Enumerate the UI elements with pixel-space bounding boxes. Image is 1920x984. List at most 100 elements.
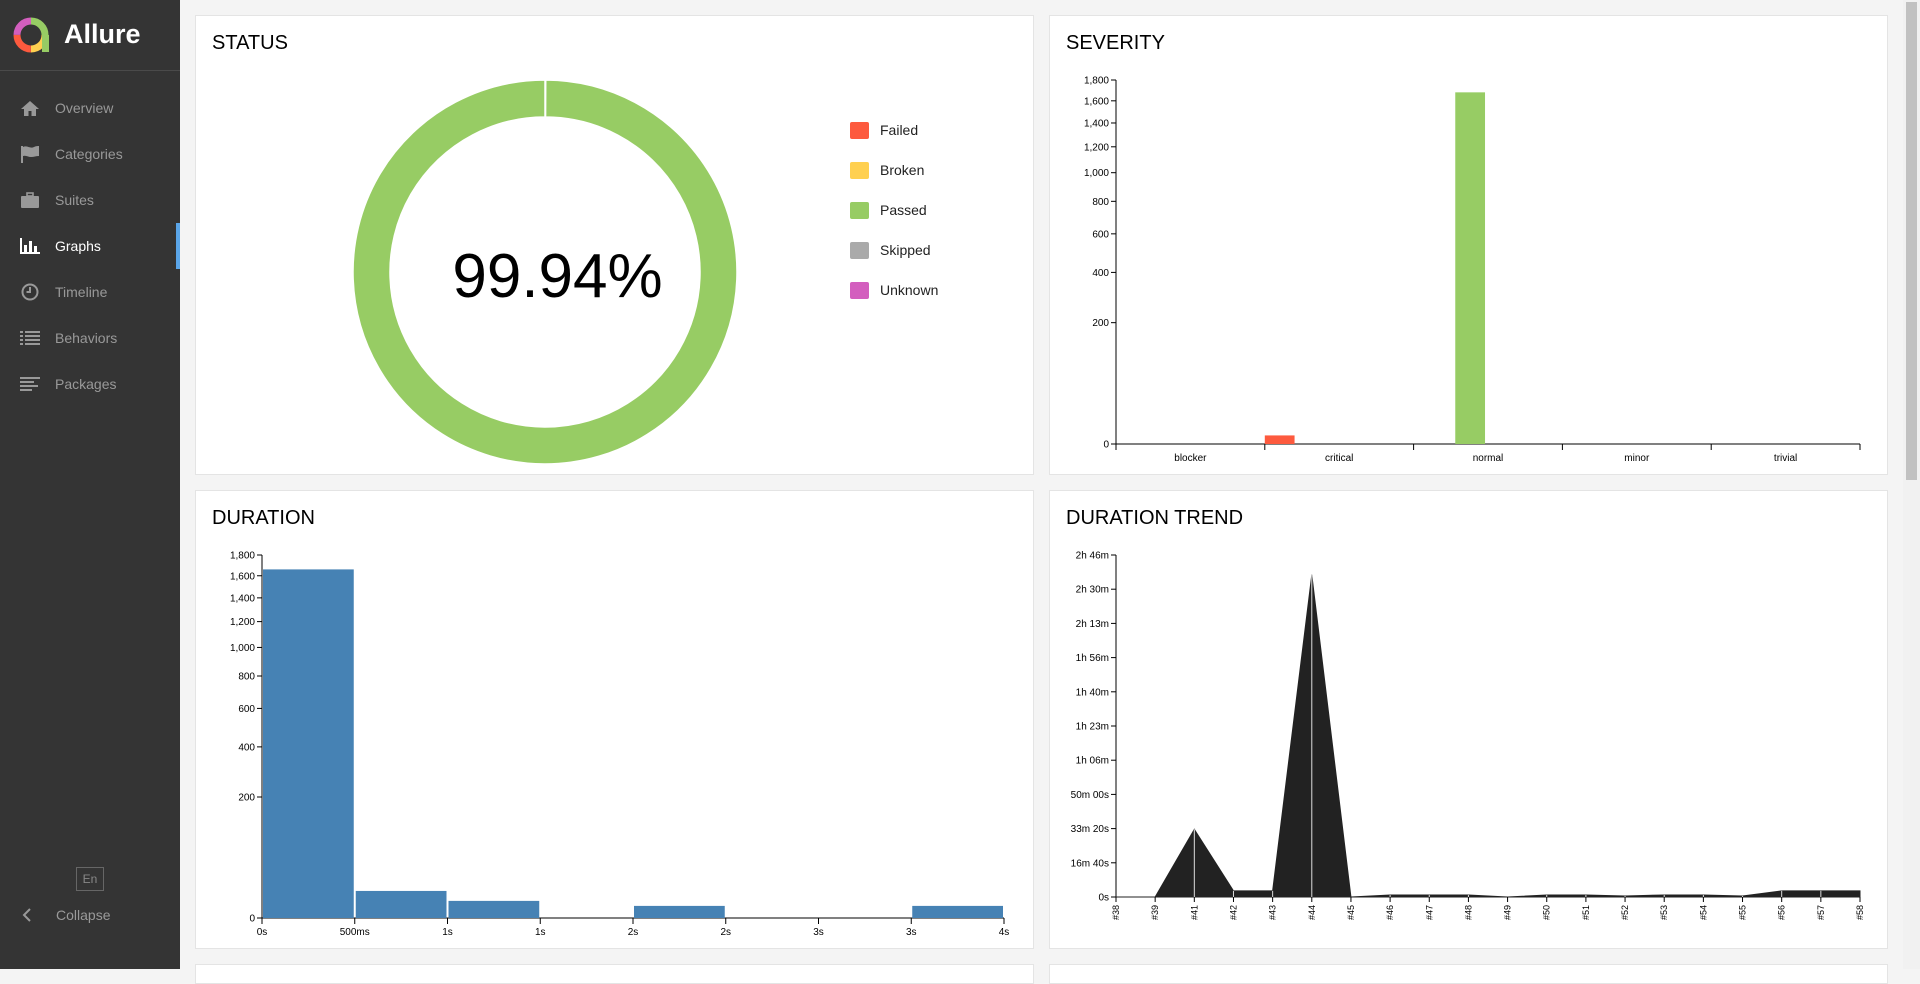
x-tick-label: #51 [1581, 905, 1591, 920]
status-percent: 99.94% [452, 242, 663, 311]
legend-swatch [850, 201, 869, 219]
scrollbar-thumb[interactable] [1906, 2, 1917, 480]
legend-label: Broken [880, 162, 925, 178]
legend-label: Skipped [880, 242, 931, 258]
x-tick-label: #44 [1307, 905, 1317, 920]
y-tick-label: 600 [238, 704, 255, 715]
legend-item-passed[interactable]: Passed [850, 190, 938, 230]
vertical-scrollbar[interactable] [1903, 0, 1920, 969]
y-tick-label: 16m 40s [1071, 858, 1109, 869]
y-tick-label: 1h 23m [1076, 722, 1109, 733]
y-tick-label: 1,000 [230, 643, 255, 654]
x-tick-label: 3s [906, 927, 917, 938]
y-tick-label: 1,200 [1084, 142, 1109, 153]
nav-item-label: Overview [55, 100, 114, 116]
x-tick-label: 1s [535, 927, 546, 938]
y-tick-label: 1,000 [1084, 168, 1109, 179]
widget-title: SEVERITY [1066, 32, 1165, 54]
clock-icon [18, 282, 42, 302]
app-name: Allure [64, 19, 141, 49]
duration-trend-chart: 0s 16m 40s 33m 20s 50m 00s 1h 06m 1h 23m 1h 40… [1071, 551, 1865, 921]
x-tick-label: #47 [1424, 905, 1434, 920]
y-tick-label: 1,800 [230, 551, 255, 562]
x-tick-label: #43 [1268, 905, 1278, 920]
y-tick-label: 1,400 [1084, 118, 1109, 129]
nav-item-label: Categories [55, 146, 123, 162]
x-tick-label: #41 [1189, 905, 1199, 920]
nav-item-label: Timeline [55, 284, 108, 300]
briefcase-icon [18, 190, 42, 210]
y-tick-label: 1,400 [230, 593, 255, 604]
duration-bar [355, 890, 447, 918]
x-tick-label: #52 [1620, 905, 1630, 920]
y-tick-label: 200 [238, 793, 255, 804]
bar-chart-icon [18, 236, 42, 256]
legend-item-failed[interactable]: Failed [850, 110, 938, 150]
legend-item-skipped[interactable]: Skipped [850, 230, 938, 270]
y-tick-label: 0 [249, 914, 255, 925]
y-tick-label: 1,200 [230, 617, 255, 628]
nav-item-packages[interactable]: Packages [0, 361, 180, 407]
legend-swatch [850, 281, 869, 299]
x-tick-label: trivial [1774, 453, 1797, 464]
legend-swatch [850, 121, 869, 139]
y-tick-label: 1h 56m [1076, 653, 1109, 664]
nav-item-label: Packages [55, 376, 117, 392]
x-tick-label: #53 [1659, 905, 1669, 920]
nav-item-categories[interactable]: Categories [0, 131, 180, 177]
legend-swatch [850, 161, 869, 179]
widget-placeholder [1049, 964, 1888, 984]
status-widget: STATUS 99.94% Failed Broken Passed Skipped U… [195, 15, 1034, 475]
y-tick-label: 800 [1092, 197, 1109, 208]
brand[interactable]: Allure [0, 0, 180, 71]
x-tick-label: #38 [1111, 905, 1121, 920]
x-tick-label: #49 [1503, 905, 1513, 920]
y-tick-label: 1h 40m [1076, 687, 1109, 698]
allure-logo-icon [13, 17, 49, 53]
severity-widget: SEVERITY 0 200 400 600 800 1,000 1,200 1,400 1,6… [1049, 15, 1888, 475]
widget-title: DURATION TREND [1066, 507, 1244, 529]
legend-item-unknown[interactable]: Unknown [850, 270, 938, 310]
x-tick-label: #42 [1228, 905, 1238, 920]
language-switch-button[interactable]: En [76, 867, 104, 891]
collapse-button[interactable]: Collapse [0, 897, 180, 933]
flag-icon [18, 144, 42, 164]
severity-bar-chart: 0 200 400 600 800 1,000 1,200 1,400 1,600 1,800 bl… [1084, 76, 1861, 464]
home-icon [18, 98, 42, 118]
status-slice-passed [352, 79, 738, 465]
x-tick-label: 3s [813, 927, 824, 938]
x-tick-label: 2s [628, 927, 639, 938]
nav-item-behaviors[interactable]: Behaviors [0, 315, 180, 361]
nav-item-timeline[interactable]: Timeline [0, 269, 180, 315]
widget-title: DURATION [212, 507, 315, 529]
y-tick-label: 2h 13m [1076, 619, 1109, 630]
x-tick-label: 0s [257, 927, 268, 938]
chevron-left-icon [18, 908, 36, 922]
x-tick-label: #58 [1855, 905, 1865, 920]
nav-item-overview[interactable]: Overview [0, 85, 180, 131]
x-tick-label: normal [1473, 453, 1504, 464]
legend-item-broken[interactable]: Broken [850, 150, 938, 190]
x-tick-label: 4s [999, 927, 1010, 938]
nav-item-suites[interactable]: Suites [0, 177, 180, 223]
y-tick-label: 1,800 [1084, 76, 1109, 87]
duration-bar [263, 569, 354, 918]
y-tick-label: 400 [238, 742, 255, 753]
nav-menu: Overview Categories Suites Graphs Timeli… [0, 85, 180, 407]
y-tick-label: 200 [1092, 318, 1109, 329]
nav-item-label: Suites [55, 192, 94, 208]
x-tick-label: #56 [1777, 905, 1787, 920]
nav-item-label: Graphs [55, 238, 101, 254]
x-tick-label: #45 [1346, 905, 1356, 920]
y-tick-label: 50m 00s [1071, 790, 1109, 801]
duration-histogram: 0 200 400 600 800 1,000 1,200 1,400 1,600 1,800 0s… [230, 551, 1010, 939]
duration-trend-widget: DURATION TREND 0s 16m 40s 33m 20s 50m 00s 1h… [1049, 490, 1888, 949]
x-tick-label: #55 [1738, 905, 1748, 920]
duration-bar [912, 905, 1003, 918]
nav-item-graphs[interactable]: Graphs [0, 223, 180, 269]
y-tick-label: 1h 06m [1076, 756, 1109, 767]
sidebar: Allure Overview Categories Suites Graphs [0, 0, 180, 969]
x-tick-label: #46 [1385, 905, 1395, 920]
widget-placeholder [195, 964, 1034, 984]
legend-swatch [850, 241, 869, 259]
